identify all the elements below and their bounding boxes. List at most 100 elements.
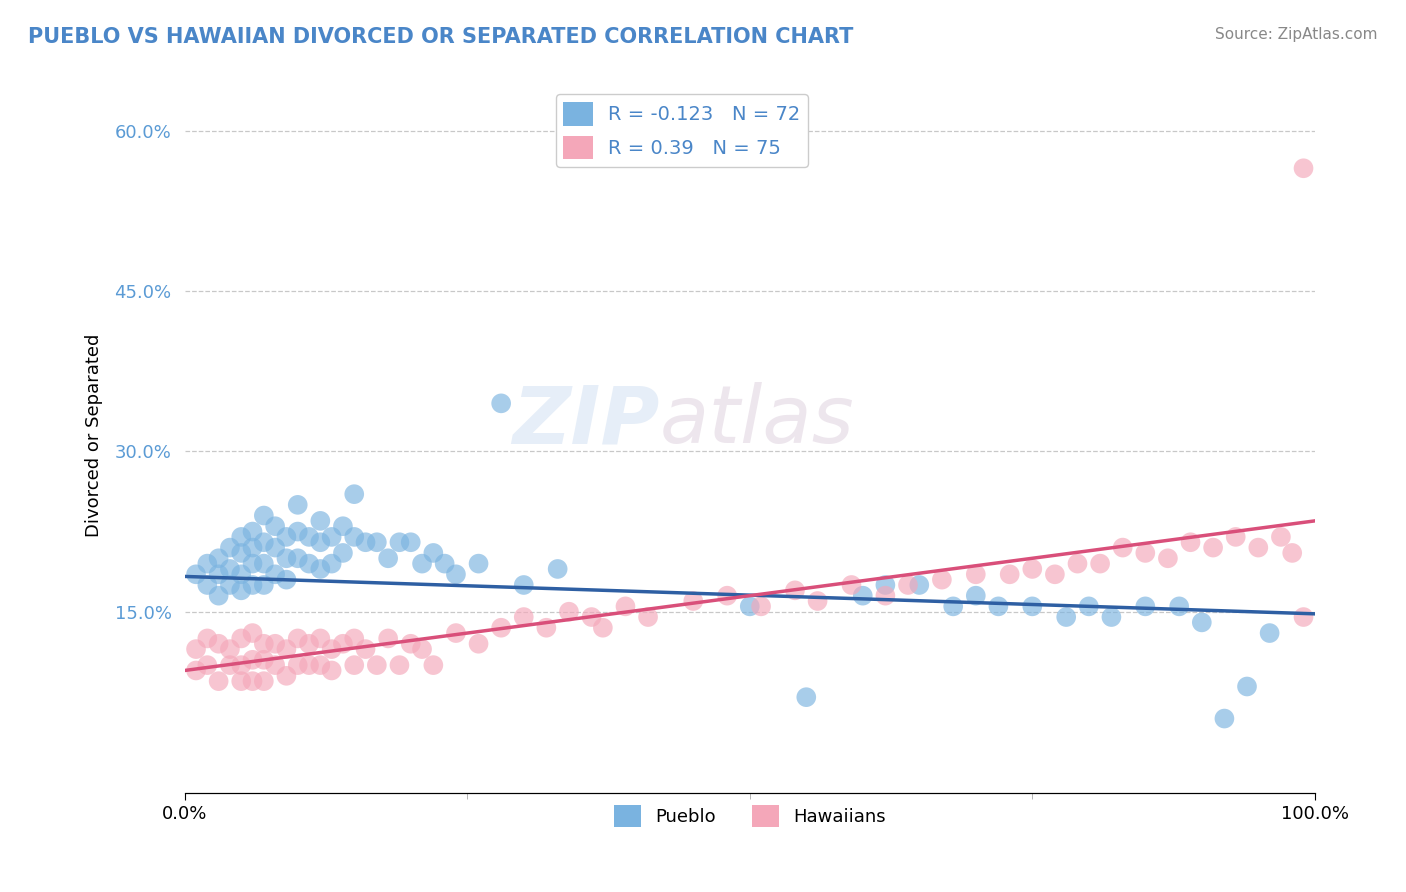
Point [264, 519, 287, 533]
Point [513, 610, 536, 624]
Point [1292, 161, 1315, 176]
Point [354, 535, 377, 549]
Point [298, 658, 321, 673]
Point [1168, 599, 1191, 614]
Point [841, 578, 863, 592]
Point [321, 557, 343, 571]
Point [1191, 615, 1213, 630]
Point [343, 530, 366, 544]
Point [309, 658, 332, 673]
Point [931, 573, 953, 587]
Point [1021, 599, 1043, 614]
Point [242, 524, 264, 539]
Point [1021, 562, 1043, 576]
Point [1135, 599, 1157, 614]
Point [332, 637, 354, 651]
Point [1247, 541, 1270, 555]
Point [614, 599, 637, 614]
Point [287, 498, 309, 512]
Point [987, 599, 1010, 614]
Point [231, 674, 253, 689]
Point [231, 632, 253, 646]
Point [321, 530, 343, 544]
Point [276, 573, 298, 587]
Point [399, 535, 422, 549]
Point [231, 583, 253, 598]
Point [219, 642, 242, 657]
Point [366, 535, 388, 549]
Point [852, 589, 875, 603]
Point [1281, 546, 1303, 560]
Point [716, 589, 738, 603]
Point [592, 621, 614, 635]
Point [1236, 680, 1258, 694]
Point [908, 578, 931, 592]
Point [1202, 541, 1225, 555]
Point [264, 637, 287, 651]
Point [276, 642, 298, 657]
Point [309, 514, 332, 528]
Point [195, 632, 218, 646]
Point [806, 594, 828, 608]
Text: ZIP: ZIP [512, 382, 659, 460]
Point [184, 642, 207, 657]
Point [1225, 530, 1247, 544]
Point [253, 674, 276, 689]
Point [298, 637, 321, 651]
Point [875, 578, 897, 592]
Point [998, 567, 1021, 582]
Point [208, 589, 231, 603]
Point [264, 541, 287, 555]
Point [965, 567, 987, 582]
Point [253, 557, 276, 571]
Point [558, 605, 581, 619]
Point [231, 546, 253, 560]
Point [343, 658, 366, 673]
Text: Source: ZipAtlas.com: Source: ZipAtlas.com [1215, 27, 1378, 42]
Y-axis label: Divorced or Separated: Divorced or Separated [86, 334, 103, 537]
Point [411, 557, 433, 571]
Point [1213, 712, 1236, 726]
Point [242, 541, 264, 555]
Point [309, 535, 332, 549]
Point [195, 557, 218, 571]
Point [467, 637, 489, 651]
Point [231, 567, 253, 582]
Point [1077, 599, 1099, 614]
Point [422, 546, 444, 560]
Point [242, 626, 264, 640]
Point [1157, 551, 1180, 566]
Point [242, 674, 264, 689]
Point [343, 632, 366, 646]
Point [942, 599, 965, 614]
Point [738, 599, 761, 614]
Point [332, 546, 354, 560]
Point [1292, 610, 1315, 624]
Point [1043, 567, 1066, 582]
Point [399, 637, 422, 651]
Point [208, 637, 231, 651]
Point [231, 658, 253, 673]
Point [287, 658, 309, 673]
Point [264, 658, 287, 673]
Point [749, 599, 772, 614]
Point [287, 524, 309, 539]
Point [1112, 541, 1135, 555]
Point [366, 658, 388, 673]
Point [253, 637, 276, 651]
Point [287, 632, 309, 646]
Point [388, 535, 411, 549]
Point [783, 583, 806, 598]
Point [1258, 626, 1281, 640]
Point [388, 658, 411, 673]
Point [489, 396, 512, 410]
Point [547, 562, 569, 576]
Point [433, 557, 456, 571]
Point [321, 664, 343, 678]
Point [219, 578, 242, 592]
Point [875, 589, 897, 603]
Point [897, 578, 920, 592]
Point [343, 487, 366, 501]
Point [242, 557, 264, 571]
Point [276, 551, 298, 566]
